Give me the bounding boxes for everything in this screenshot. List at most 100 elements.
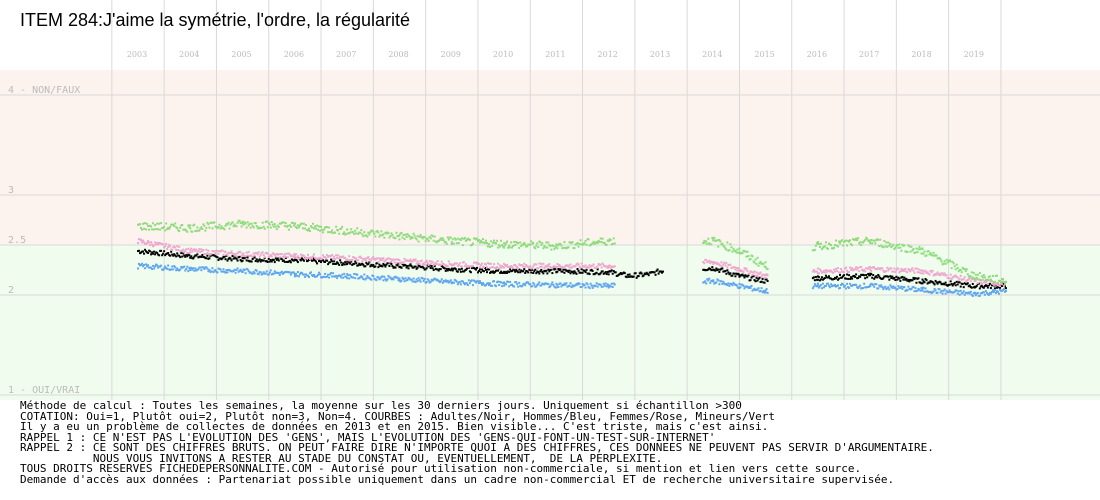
data-point: [240, 225, 243, 228]
data-point: [180, 266, 183, 269]
data-point: [411, 260, 414, 263]
data-point: [996, 290, 999, 293]
data-point: [393, 276, 396, 279]
data-point: [437, 263, 440, 266]
data-point: [819, 278, 822, 281]
data-point: [284, 256, 287, 259]
data-point: [274, 255, 277, 258]
data-point: [936, 257, 939, 260]
data-point: [244, 272, 247, 275]
data-point: [145, 242, 148, 245]
data-point: [547, 241, 550, 244]
data-point: [453, 267, 456, 270]
data-point: [502, 266, 505, 269]
data-point: [832, 277, 835, 280]
data-point: [533, 246, 536, 249]
data-point: [761, 262, 764, 265]
data-point: [524, 271, 527, 274]
data-point: [397, 258, 400, 261]
data-point: [365, 259, 368, 262]
data-point: [362, 278, 365, 281]
data-point: [564, 283, 567, 286]
data-point: [827, 242, 830, 245]
data-point: [416, 280, 419, 283]
data-point: [326, 259, 329, 262]
data-point: [263, 227, 266, 230]
data-point: [530, 271, 533, 274]
data-point: [592, 240, 595, 243]
data-point: [338, 274, 341, 277]
data-point: [747, 274, 750, 277]
data-point: [957, 270, 960, 273]
data-point: [502, 271, 505, 274]
data-point: [593, 266, 596, 269]
data-point: [738, 274, 741, 277]
data-point: [902, 244, 905, 247]
data-point: [329, 255, 332, 258]
data-point: [358, 262, 361, 265]
data-point: [556, 270, 559, 273]
data-point: [871, 283, 874, 286]
data-point: [964, 291, 967, 294]
data-point: [817, 243, 820, 246]
data-point: [344, 256, 347, 259]
data-point: [999, 280, 1002, 283]
data-point: [155, 251, 158, 254]
data-point: [609, 266, 612, 269]
data-point: [764, 261, 767, 264]
data-point: [527, 271, 530, 274]
data-point: [280, 221, 283, 224]
data-point: [290, 271, 293, 274]
data-point: [654, 273, 657, 276]
data-point: [429, 262, 432, 265]
x-tick-label: 2017: [859, 50, 879, 59]
data-point: [465, 267, 468, 270]
data-point: [321, 276, 324, 279]
data-point: [364, 234, 367, 237]
data-point: [322, 254, 325, 257]
data-point: [406, 259, 409, 262]
data-point: [168, 227, 171, 230]
data-point: [939, 281, 942, 284]
data-point: [917, 277, 920, 280]
data-point: [845, 266, 848, 269]
data-point: [596, 265, 599, 268]
data-point: [847, 271, 850, 274]
data-point: [896, 288, 899, 291]
data-point: [985, 291, 988, 294]
data-point: [472, 267, 475, 270]
data-point: [577, 263, 580, 266]
data-point: [399, 261, 402, 264]
data-point: [943, 283, 946, 286]
data-point: [344, 233, 347, 236]
data-point: [396, 258, 399, 261]
data-point: [477, 263, 480, 266]
data-point: [573, 265, 576, 268]
data-point: [464, 268, 467, 271]
data-point: [187, 253, 190, 256]
data-point: [193, 223, 196, 226]
data-point: [228, 252, 231, 255]
data-point: [662, 270, 665, 273]
data-point: [196, 268, 199, 271]
data-point: [708, 259, 711, 262]
data-point: [199, 227, 202, 230]
data-point: [885, 288, 888, 291]
data-point: [388, 261, 391, 264]
data-point: [823, 277, 826, 280]
data-point: [569, 263, 572, 266]
data-point: [409, 258, 412, 261]
data-point: [950, 291, 953, 294]
data-point: [815, 242, 818, 245]
data-point: [289, 255, 292, 258]
data-point: [271, 252, 274, 255]
data-point: [817, 286, 820, 289]
data-point: [527, 243, 530, 246]
data-point: [509, 268, 512, 271]
data-point: [296, 255, 299, 258]
data-point: [746, 250, 749, 253]
data-point: [751, 273, 754, 276]
data-point: [206, 254, 209, 257]
data-point: [173, 224, 176, 227]
data-point: [513, 269, 516, 272]
